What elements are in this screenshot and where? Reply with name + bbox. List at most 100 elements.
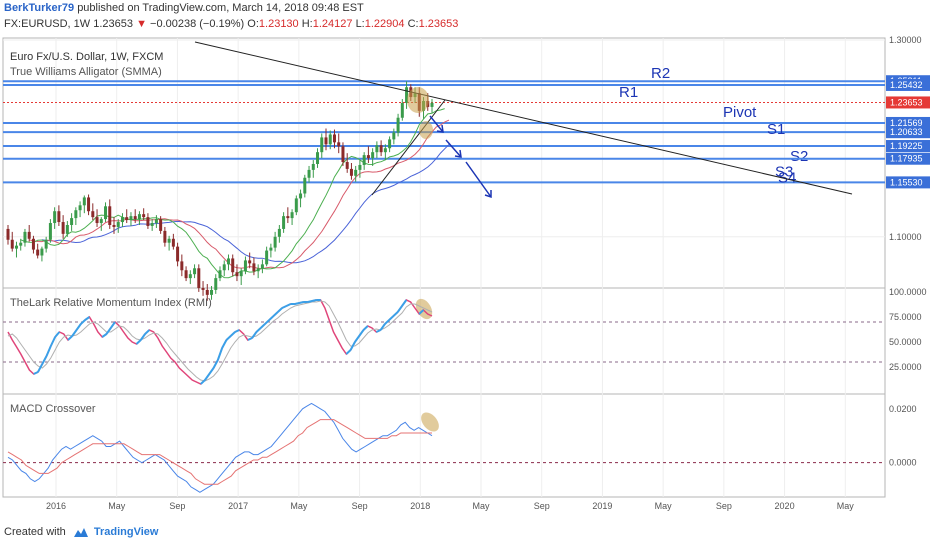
candle-body xyxy=(383,148,387,153)
tradingview-brand[interactable]: TradingView xyxy=(93,526,159,538)
candle-body xyxy=(74,210,78,219)
published-text: published on TradingView.com, March 14, … xyxy=(77,2,364,14)
candle-body xyxy=(222,264,226,271)
rmi-rising-segment xyxy=(135,339,142,345)
candle-body xyxy=(396,117,400,133)
candle-body xyxy=(112,224,116,227)
rmi-rising-segment xyxy=(212,359,219,369)
candle-body xyxy=(23,231,27,243)
rmi-rising-segment xyxy=(418,309,425,315)
arrow-head xyxy=(436,124,444,133)
highlight-ellipse xyxy=(419,121,433,139)
candle-body xyxy=(137,214,141,220)
x-tick-label: May xyxy=(108,501,126,511)
rmi-rising-segment xyxy=(109,321,116,329)
candle-body xyxy=(294,198,298,213)
high-label: H: xyxy=(301,18,313,30)
close-value: 1.23653 xyxy=(418,18,459,30)
x-tick-label: May xyxy=(837,501,855,511)
candle-body xyxy=(133,216,137,220)
rmi-rising-segment xyxy=(33,371,39,375)
rmi-rising-segment xyxy=(384,319,390,325)
open-value: 1.23130 xyxy=(258,18,299,30)
price-tag-label: 1.23653 xyxy=(890,97,923,107)
rmi-tick-label: 100.0000 xyxy=(889,287,927,297)
candle-body xyxy=(392,132,396,140)
candle-body xyxy=(150,223,154,226)
candle-body xyxy=(53,211,57,224)
rmi-pane xyxy=(3,299,885,385)
rmi-rising-segment xyxy=(285,303,292,307)
forecast-arrow xyxy=(465,161,492,198)
last-price: 1.23653 xyxy=(93,18,134,30)
grid xyxy=(3,38,885,497)
candle-body xyxy=(31,238,35,250)
author-link[interactable]: BerkTurker79 xyxy=(4,2,75,14)
candle-body xyxy=(91,211,95,218)
price-tag-label: 1.15530 xyxy=(890,177,923,187)
low-value: 1.22904 xyxy=(364,18,405,30)
candle-body xyxy=(159,219,163,231)
candle-body xyxy=(154,219,158,224)
rmi-rising-segment xyxy=(200,379,206,385)
arrow-head xyxy=(454,149,462,158)
open-label: O: xyxy=(247,18,259,30)
rmi-rising-segment xyxy=(208,367,215,375)
x-tick-label: May xyxy=(472,501,490,511)
low-label: L: xyxy=(355,18,365,30)
candle-body xyxy=(78,205,82,211)
forecast-arrow xyxy=(429,115,444,133)
candle-body xyxy=(218,270,222,279)
rmi-signal-line xyxy=(7,300,433,382)
rmi-rising-segment xyxy=(139,333,146,341)
rmi-rising-segment xyxy=(396,305,403,313)
candle-body xyxy=(44,239,48,249)
rmi-rising-segment xyxy=(354,335,361,343)
y-tick-label: 1.30000 xyxy=(889,35,922,45)
candle-body xyxy=(104,206,108,220)
candle-body xyxy=(176,246,180,262)
rmi-tick-label: 75.0000 xyxy=(889,312,922,322)
trend-annotations xyxy=(194,41,853,432)
rmi-rising-segment xyxy=(221,339,228,349)
candle-body xyxy=(299,193,303,199)
candle-body xyxy=(146,217,150,226)
support-line[interactable] xyxy=(371,99,446,196)
rmi-rising-segment xyxy=(294,302,300,305)
candle-body xyxy=(277,228,281,237)
rmi-rising-segment xyxy=(281,305,287,309)
trendline[interactable] xyxy=(194,41,853,195)
alligator-lines xyxy=(20,108,450,279)
rmi-rising-segment xyxy=(299,301,304,304)
rmi-rising-segment xyxy=(401,299,408,307)
candle-body xyxy=(358,164,362,170)
rmi-rising-segment xyxy=(255,327,262,333)
x-tick-label: 2018 xyxy=(410,501,430,511)
rmi-rising-segment xyxy=(105,327,112,335)
lips-line xyxy=(20,108,445,279)
candle-body xyxy=(248,260,252,264)
price-tag xyxy=(886,176,930,189)
footer: Created with TradingView xyxy=(4,526,158,538)
axes: 2016 May Sep 2017 May Sep 2018 May Sep 2019 May Sep… xyxy=(46,35,930,511)
symbol-header: FX:EURUSD, 1W 1.23653 ▼ −0.00238 (−0.19%… xyxy=(4,18,458,30)
macd-tick-label: 0.0200 xyxy=(889,404,917,414)
candle-body xyxy=(430,102,434,107)
rmi-rising-segment xyxy=(260,323,266,329)
candle-body xyxy=(142,214,146,218)
candle-body xyxy=(328,134,332,145)
candle-body xyxy=(27,231,31,239)
candle-body xyxy=(354,169,358,176)
rmi-rising-segment xyxy=(251,331,258,339)
candle-body xyxy=(400,102,404,118)
rmi-rising-segment xyxy=(277,307,283,313)
rmi-rising-segment xyxy=(204,373,211,381)
rmi-rising-segment xyxy=(54,331,61,338)
tradingview-logo-icon xyxy=(73,527,88,537)
highlight-ellipse xyxy=(421,412,439,432)
rmi-rising-segment xyxy=(345,349,352,355)
candle-body xyxy=(40,248,44,256)
candle-body xyxy=(201,287,205,290)
